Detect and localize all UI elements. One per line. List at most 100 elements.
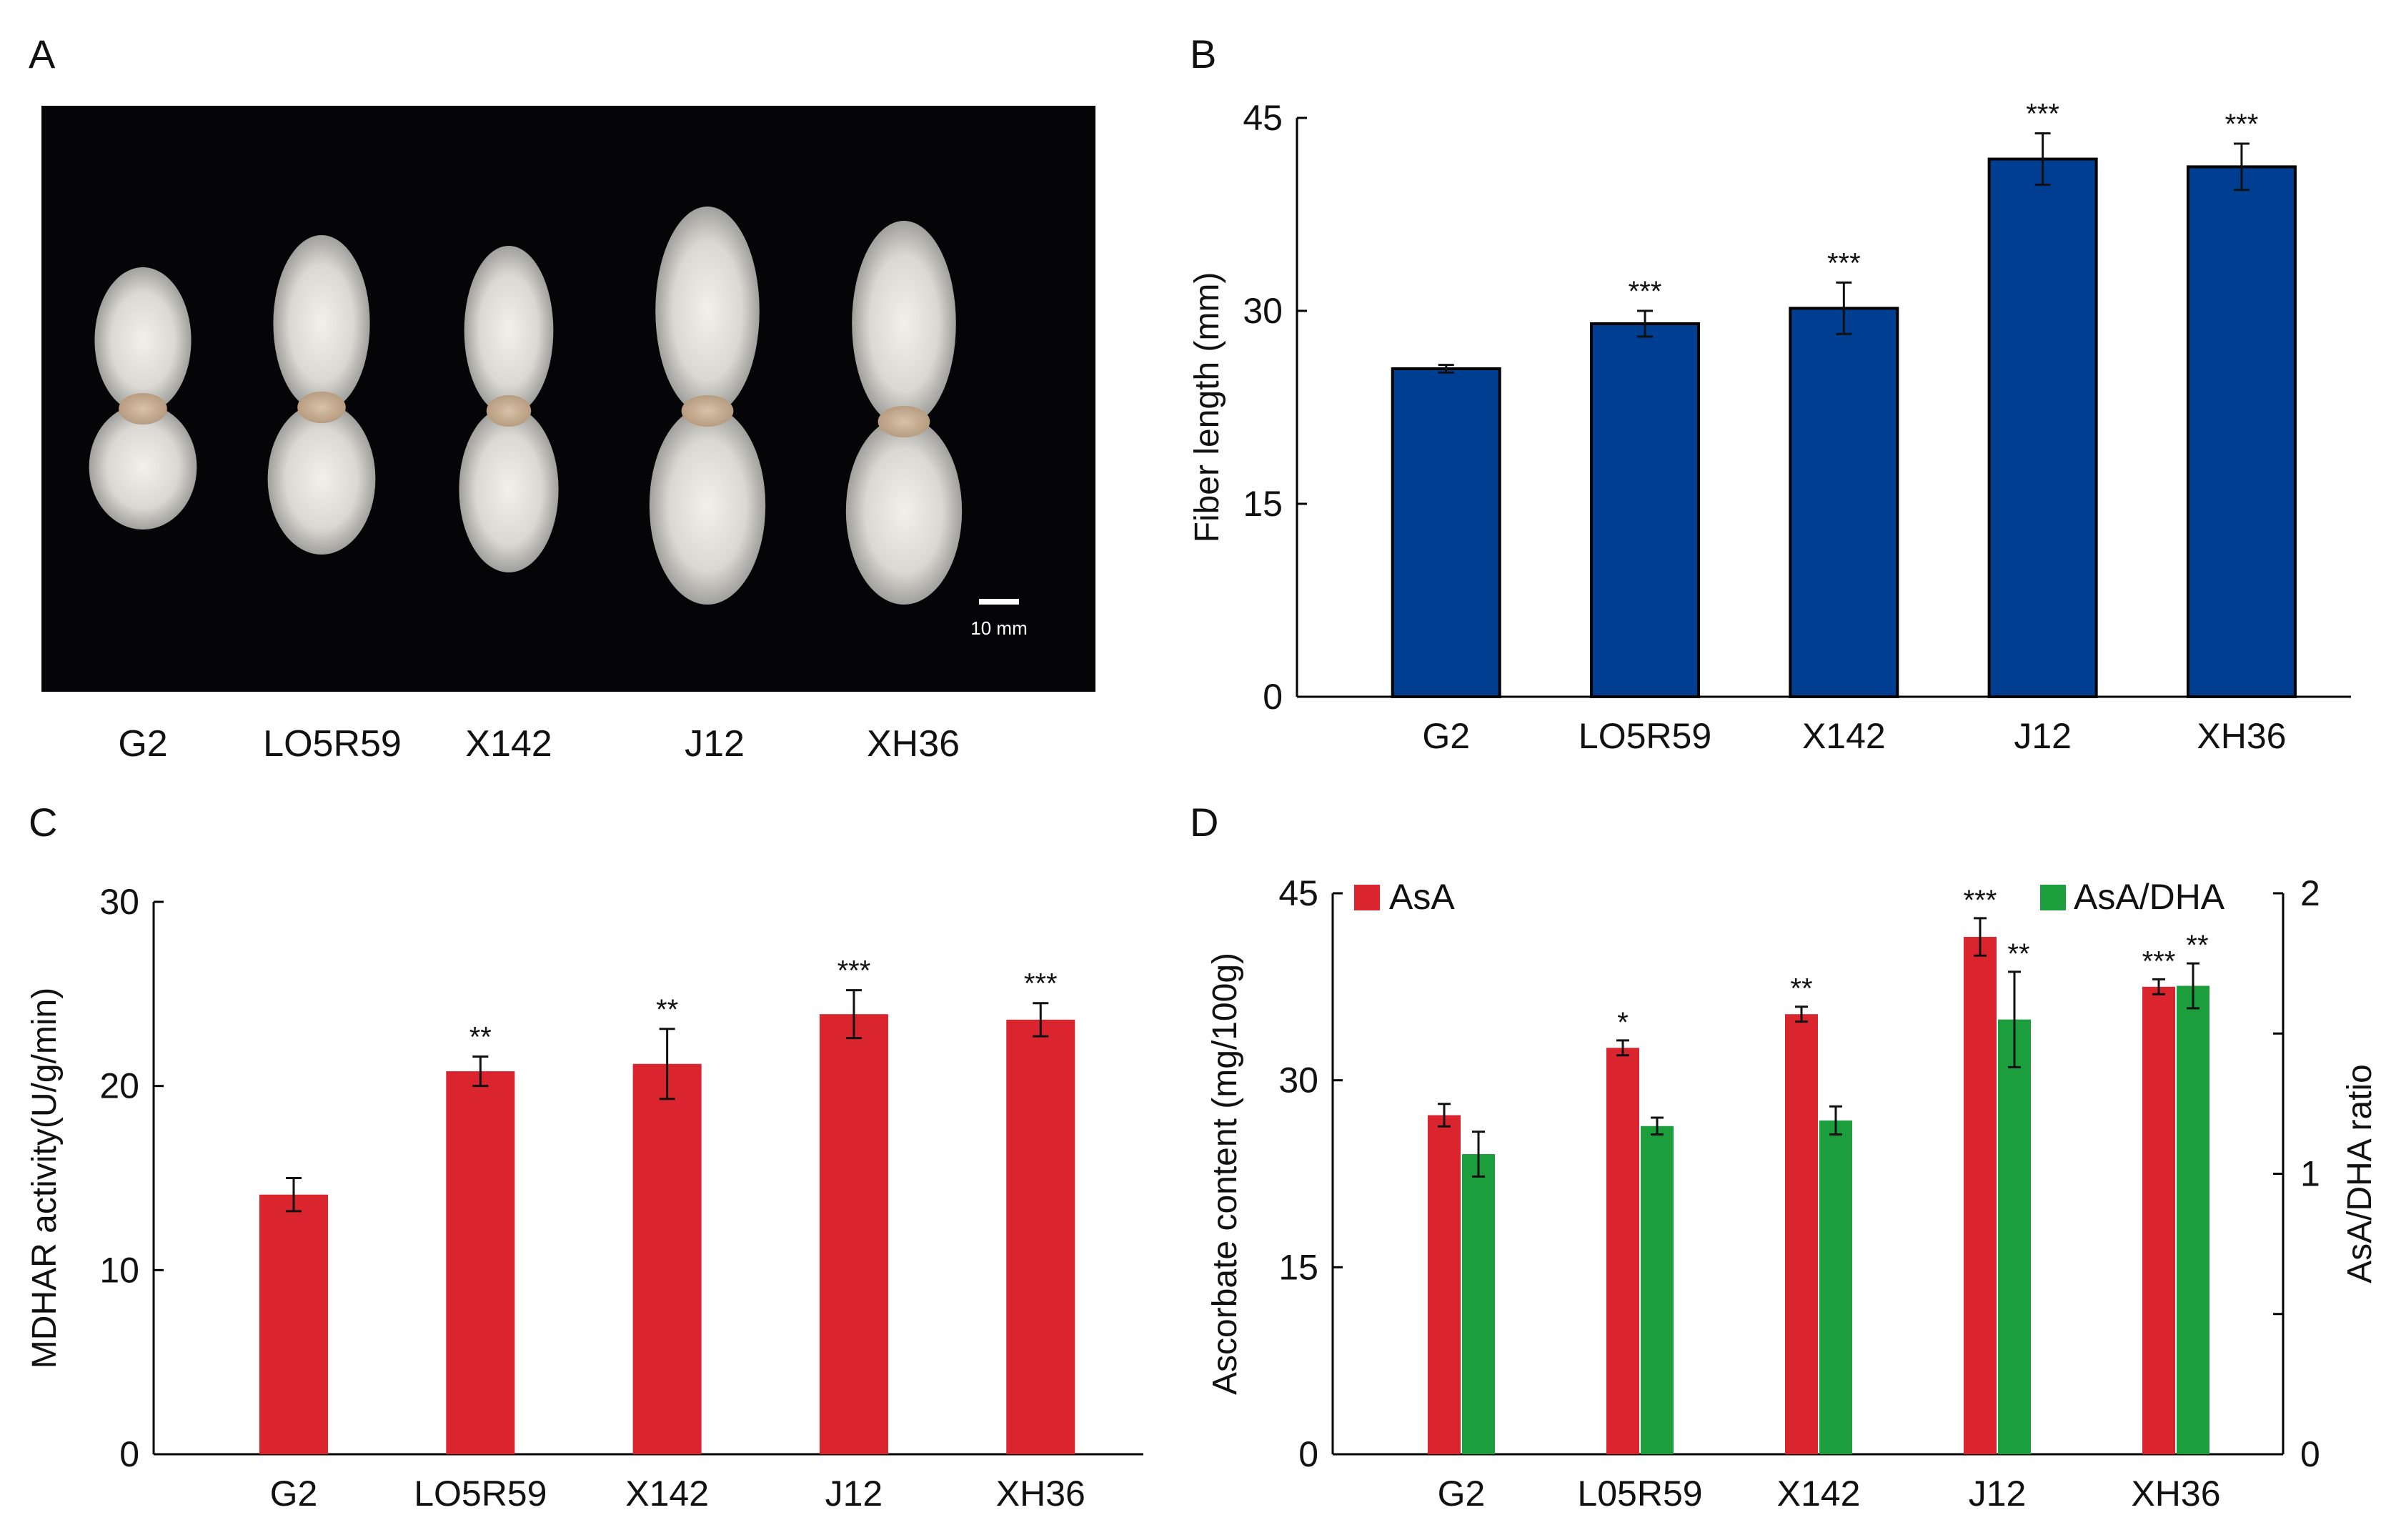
panel-b-significance-lo5r59: ***	[1629, 276, 1662, 307]
panel-d-significance-asa-l05r59: *	[1617, 1007, 1629, 1038]
photo-label-x142: X142	[465, 723, 552, 765]
panel-d-y-axis-label: Ascorbate content (mg/100g)	[1206, 953, 1244, 1395]
panel-c-y-tick-label: 10	[99, 1250, 139, 1290]
panel-d-bar-asa-x142	[1785, 1014, 1818, 1454]
panel-d-right-tick-label: 1	[2300, 1154, 2320, 1194]
panel-d-right-tick-label: 2	[2300, 873, 2320, 913]
panel-b-x-tick-label: G2	[1422, 716, 1470, 756]
scale-bar-label: 10 mm	[970, 617, 1027, 639]
fiber-upper-tuft	[655, 207, 760, 415]
panel-d-y-tick-label: 0	[1298, 1434, 1318, 1474]
panel-d-x-tick-label: G2	[1438, 1474, 1486, 1514]
panel-d-legend-swatch-asa	[1354, 885, 1380, 910]
panel-c-y-tick-label: 0	[119, 1434, 139, 1474]
panel-d-significance-asa-x142: **	[1790, 973, 1812, 1005]
panel-c-bar-j12	[819, 1014, 888, 1454]
panel-c-bar-g2	[259, 1194, 328, 1454]
panel-b-bar-g2	[1391, 367, 1501, 698]
fiber-upper-tuft	[464, 246, 554, 415]
photo-sample-labels: G2 LO5R59 X142 J12 XH36	[118, 723, 960, 765]
panel-c-significance-lo5r59: **	[469, 1021, 492, 1053]
panel-b-x-tick-label: J12	[2014, 716, 2072, 756]
panel-d-bar-ratio-xh36	[2177, 985, 2209, 1454]
panel-letter-a: A	[29, 31, 56, 76]
panel-d-y-tick-label: 15	[1278, 1247, 1318, 1287]
fiber-sample-xh36	[845, 221, 963, 605]
scale-bar	[979, 599, 1019, 605]
panel-c-x-tick-label: XH36	[996, 1474, 1085, 1514]
panel-c-significance-j12: ***	[837, 955, 871, 987]
panel-d-x-tick-label: XH36	[2131, 1474, 2220, 1514]
panel-letter-b: B	[1190, 31, 1216, 76]
panel-c-bar-x142	[632, 1063, 702, 1454]
panel-b-bar-x142	[1789, 307, 1899, 698]
panel-d-bar-ratio-x142	[1819, 1120, 1852, 1454]
photo-label-j12: J12	[685, 723, 745, 765]
fiber-sample-x142	[459, 246, 559, 572]
panel-c-significance-xh36: ***	[1024, 968, 1058, 1000]
panel-d-x-tick-label: X142	[1777, 1474, 1861, 1514]
panel-d-significance-asa-xh36: ***	[2142, 945, 2176, 977]
fiber-lower-tuft	[459, 407, 559, 572]
fiber-lower-tuft	[267, 403, 376, 555]
panel-b-significance-xh36: ***	[2225, 109, 2259, 140]
panel-b-y-tick-label: 30	[1243, 291, 1283, 331]
fiber-lower-tuft	[649, 407, 766, 605]
panel-b-y-tick-label: 0	[1263, 677, 1283, 717]
panel-c-x-tick-label: J12	[825, 1474, 883, 1514]
panel-d-legend-label-asa: AsA	[1389, 877, 1455, 917]
panel-b-bar-xh36	[2186, 165, 2297, 698]
panel-a-photo: 10 mm	[41, 106, 1095, 692]
panel-d-bar-ratio-l05r59	[1641, 1126, 1674, 1454]
panel-c-y-axis-label: MDHAR activity(U/g/min)	[26, 988, 64, 1368]
fiber-samples	[89, 207, 963, 605]
panel-c-y-tick-label: 20	[99, 1066, 139, 1106]
panel-d-bar-asa-g2	[1428, 1115, 1461, 1454]
seed	[486, 395, 532, 427]
fiber-sample-g2	[89, 267, 197, 530]
panel-b-y-tick-label: 45	[1243, 98, 1283, 138]
panel-d-right-axis-label: AsA/DHA ratio	[2341, 1064, 2379, 1283]
panel-c-x-tick-label: X142	[625, 1474, 709, 1514]
fiber-sample-lo5r59	[267, 235, 376, 555]
panel-d-legend-label-ratio: AsA/DHA	[2074, 877, 2225, 917]
panel-c-x-tick-label: G2	[270, 1474, 318, 1514]
panel-b-significance-j12: ***	[2026, 99, 2059, 130]
panel-c-x-tick-label: LO5R59	[414, 1474, 547, 1514]
panel-d-x-tick-label: J12	[1969, 1474, 2027, 1514]
panel-d-y-tick-label: 30	[1278, 1060, 1318, 1101]
panel-d-significance-ratio-j12: **	[2007, 938, 2029, 970]
panel-c-y-tick-label: 30	[99, 882, 139, 922]
panel-d-legend-swatch-ratio	[2040, 885, 2066, 910]
panel-c-bar-xh36	[1006, 1019, 1075, 1454]
panel-c-significance-x142: **	[656, 994, 678, 1025]
fiber-upper-tuft	[852, 221, 956, 426]
panel-b-x-tick-label: LO5R59	[1579, 716, 1711, 756]
photo-label-lo5r59: LO5R59	[263, 723, 402, 765]
panel-d-right-tick-label: 0	[2300, 1434, 2320, 1474]
panel-d-chart: 0153045012G2*L05R59**X142*****J12*****XH…	[1206, 873, 2379, 1514]
fiber-lower-tuft	[89, 404, 197, 530]
seed	[119, 393, 167, 424]
panel-d-bar-ratio-j12	[1998, 1019, 2031, 1454]
panel-d-bar-asa-l05r59	[1606, 1048, 1639, 1454]
panel-d-y-tick-label: 45	[1278, 873, 1318, 913]
panel-b-bar-lo5r59	[1590, 322, 1701, 698]
panel-d-bar-asa-j12	[1964, 937, 1997, 1454]
photo-label-g2: G2	[118, 723, 167, 765]
panel-b-x-tick-label: X142	[1802, 716, 1886, 756]
panel-c-chart: 0 10 20 30 G2 ** LO5R59 ** X142 *** J12 *** XH36 MDHA…	[26, 882, 1143, 1514]
panel-d-bar-asa-xh36	[2142, 986, 2175, 1454]
panel-d-x-tick-label: L05R59	[1577, 1474, 1702, 1514]
seed	[681, 395, 734, 427]
panel-b-chart: 0 15 30 45 G2 *** LO5R59 *** X142 *** J12 *** XH36 Fi…	[1188, 98, 2351, 756]
photo-label-xh36: XH36	[867, 723, 960, 765]
panel-b-x-tick-label: XH36	[2197, 716, 2286, 756]
panel-b-significance-x142: ***	[1827, 247, 1861, 279]
fiber-lower-tuft	[845, 417, 963, 605]
panel-letter-c: C	[29, 800, 57, 845]
fiber-sample-j12	[649, 207, 766, 605]
panel-d-significance-ratio-xh36: **	[2186, 930, 2208, 961]
seed	[297, 392, 346, 423]
